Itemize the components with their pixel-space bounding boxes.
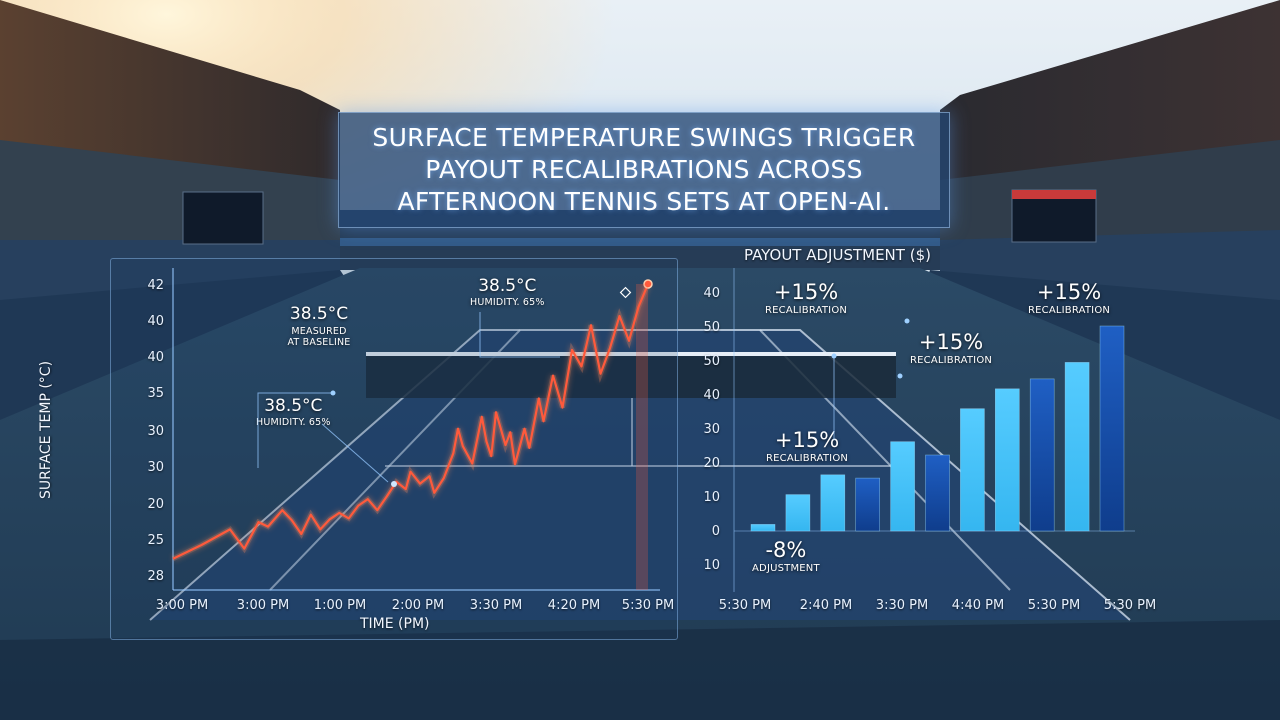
payout-y-tick: 40 — [703, 286, 720, 301]
temperature-y-tick: 30 — [147, 460, 164, 475]
payout-annotation: +15% RECALIBRATION — [1028, 282, 1110, 316]
annotation-value: +15% — [774, 428, 840, 452]
annotation-note: HUMIDITY. 65% — [470, 297, 545, 308]
payout-chart-title: PAYOUT ADJUSTMENT ($) — [744, 246, 931, 264]
headline-line-1: SURFACE TEMPERATURE SWINGS TRIGGER — [372, 123, 916, 152]
payout-y-tick: 50 — [703, 354, 720, 369]
payout-x-tick: 3:30 PM — [875, 598, 929, 613]
temperature-y-tick: 28 — [147, 569, 164, 584]
payout-x-tick: 5:30 PM — [1103, 598, 1157, 613]
temperature-x-tick: 5:30 PM — [621, 598, 675, 613]
temperature-chart-panel — [110, 258, 678, 640]
annotation-note: HUMIDITY. 65% — [256, 417, 331, 428]
annotation-value: -8% — [765, 538, 807, 562]
temperature-y-tick: 20 — [147, 497, 164, 512]
headline-banner: SURFACE TEMPERATURE SWINGS TRIGGER PAYOU… — [338, 112, 950, 228]
payout-x-tick: 5:30 PM — [718, 598, 772, 613]
annotation-note: MEASURED AT BASELINE — [287, 326, 351, 348]
payout-y-tick: 20 — [703, 456, 720, 471]
temperature-y-tick: 42 — [147, 278, 164, 293]
temperature-annotation: 38.5°C HUMIDITY. 65% — [256, 398, 331, 428]
temperature-annotation: 38.5°C HUMIDITY. 65% — [470, 278, 545, 308]
headline-line-3: AFTERNOON TENNIS SETS AT OPEN-AI. — [397, 187, 891, 216]
payout-annotation: +15% RECALIBRATION — [765, 282, 847, 316]
annotation-note: RECALIBRATION — [1028, 305, 1111, 316]
payout-annotation: +15% RECALIBRATION — [910, 332, 992, 366]
annotation-value: +15% — [773, 280, 839, 304]
payout-y-tick: 0 — [711, 524, 720, 539]
payout-y-tick: 10 — [703, 490, 720, 505]
headline-line-2: PAYOUT RECALIBRATIONS ACROSS — [425, 155, 863, 184]
annotation-value: 38.5°C — [289, 304, 349, 324]
annotation-note: ADJUSTMENT — [752, 563, 820, 574]
temperature-x-tick: 3:30 PM — [469, 598, 523, 613]
payout-x-tick: 2:40 PM — [799, 598, 853, 613]
payout-x-tick: 5:30 PM — [1027, 598, 1081, 613]
payout-y-tick: 30 — [703, 422, 720, 437]
temperature-y-tick: 40 — [147, 350, 164, 365]
temperature-x-tick: 3:00 PM — [236, 598, 290, 613]
annotation-value: 38.5°C — [478, 276, 537, 296]
payout-annotation: -8% ADJUSTMENT — [752, 540, 820, 574]
temperature-x-axis-title: TIME (PM) — [360, 616, 430, 632]
temperature-annotation: 38.5°C MEASURED AT BASELINE — [284, 304, 354, 349]
temperature-y-tick: 35 — [147, 386, 164, 401]
payout-annotation: +15% RECALIBRATION — [766, 430, 848, 464]
temperature-x-tick: 2:00 PM — [391, 598, 445, 613]
temperature-x-tick: 3:00 PM — [155, 598, 209, 613]
payout-y-tick: 50 — [703, 320, 720, 335]
temperature-x-tick: 4:20 PM — [547, 598, 601, 613]
temperature-x-tick: 1:00 PM — [313, 598, 367, 613]
temperature-y-tick: 30 — [147, 424, 164, 439]
payout-x-tick: 4:40 PM — [951, 598, 1005, 613]
annotation-value: +15% — [1036, 280, 1102, 304]
annotation-value: 38.5°C — [264, 396, 323, 416]
payout-y-tick: 40 — [703, 388, 720, 403]
payout-y-tick: 10 — [703, 558, 720, 573]
annotation-note: RECALIBRATION — [910, 355, 993, 366]
temperature-y-tick: 25 — [147, 533, 164, 548]
temperature-y-tick: 40 — [147, 314, 164, 329]
temperature-y-axis-title: SURFACE TEMP (°C) — [38, 360, 54, 500]
annotation-value: +15% — [918, 330, 984, 354]
annotation-note: RECALIBRATION — [765, 305, 848, 316]
annotation-note: RECALIBRATION — [766, 453, 849, 464]
